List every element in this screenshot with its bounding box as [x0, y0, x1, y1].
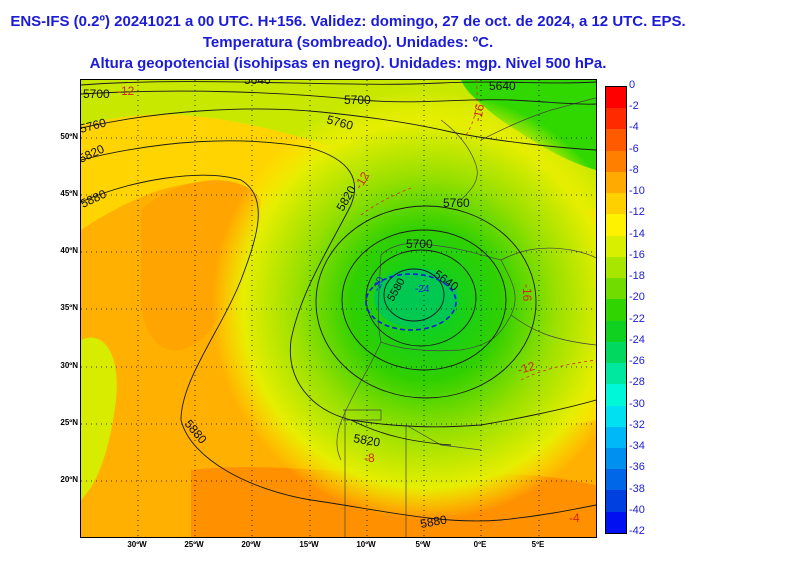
- colorbar-segment: [606, 363, 626, 385]
- temperature-colorbar: [605, 86, 627, 534]
- colorbar-segment: [606, 87, 626, 109]
- isohypse-5700-ring: [341, 229, 507, 371]
- colorbar-tick-label: -20: [629, 291, 645, 304]
- colorbar-segment: [606, 278, 626, 300]
- temperature-band-west-edge: [81, 337, 117, 500]
- colorbar-segment: [606, 193, 626, 215]
- colorbar-segment: [606, 171, 626, 194]
- colorbar-tick-label: -36: [629, 461, 645, 474]
- label-t12-se: -12: [516, 359, 537, 377]
- lon-label-15w: 15ºW: [299, 540, 319, 549]
- isohypse-5700-north: [81, 90, 596, 105]
- colorbar-tick-label: -28: [629, 376, 645, 389]
- colorbar-segment: [606, 341, 626, 364]
- title-line-1: ENS-IFS (0.2º) 20241021 a 00 UTC. H+156.…: [10, 13, 686, 30]
- label-5700-low: 5700: [406, 237, 433, 251]
- isohypse-5760-ring: [315, 205, 537, 399]
- lon-label-10w: 10ºW: [356, 540, 376, 549]
- label-5880-se: 5880: [419, 512, 448, 530]
- colorbar-segment: [606, 490, 626, 512]
- map-canvas: 5640 5640 5640 5700 5700 5700 5760 5760 …: [81, 80, 596, 537]
- colorbar-tick-label: -42: [629, 525, 645, 537]
- label-5820-s: 5820: [352, 431, 381, 449]
- label-t24: -24: [415, 284, 430, 295]
- label-t4: -4: [569, 511, 580, 525]
- colorbar-segment: [606, 384, 626, 406]
- colorbar-tick-label: -18: [629, 270, 645, 283]
- colorbar-segment: [606, 256, 626, 279]
- label-5760-n: 5760: [325, 112, 355, 133]
- lat-label-40n: 40ºN: [60, 246, 78, 255]
- colorbar-tick-label: -6: [629, 142, 639, 155]
- colorbar-segment: [606, 447, 626, 470]
- colorbar-segment: [606, 469, 626, 491]
- colorbar-segment: [606, 235, 626, 257]
- lon-label-30w: 30ºW: [127, 540, 147, 549]
- colorbar-segment: [606, 108, 626, 130]
- colorbar-segment: [606, 320, 626, 342]
- colorbar-tick-label: -22: [629, 312, 645, 325]
- colorbar-tick-label: -2: [629, 100, 639, 113]
- label-t20: -20: [371, 275, 386, 293]
- map-graticule: [81, 80, 596, 537]
- colorbar-segment: [606, 511, 626, 533]
- lat-label-30n: 30ºN: [60, 361, 78, 370]
- lon-label-0e: 0ºE: [473, 540, 487, 549]
- label-5640-ne: 5640: [489, 80, 516, 93]
- isohypse-5880-south-tail: [350, 419, 452, 446]
- isohypse-5820: [81, 140, 596, 428]
- cold-core-fill: [374, 268, 458, 328]
- lon-label-25w: 25ºW: [184, 540, 204, 549]
- lat-label-45n: 45ºN: [60, 189, 78, 198]
- title-line-3: Altura geopotencial (isohipsas en negro)…: [89, 55, 607, 72]
- isohypse-5640-north: [81, 81, 596, 86]
- lon-label-5e: 5ºE: [531, 540, 545, 549]
- isohypse-5580-ring: [383, 268, 445, 322]
- colorbar-tick-label: -16: [629, 248, 645, 261]
- colorbar-tick-label: -24: [629, 333, 645, 346]
- colorbar-segment: [606, 129, 626, 151]
- colorbar-segment: [606, 150, 626, 172]
- isohypse-5880: [81, 174, 596, 522]
- lat-label-35n: 35ºN: [60, 303, 78, 312]
- label-5700-n: 5700: [344, 93, 371, 107]
- colorbar-segment: [606, 299, 626, 321]
- colorbar-tick-label: -32: [629, 418, 645, 431]
- temperature-contour-labels: -12 -12 -12 -16 -16 -8 -4 -24 -20: [117, 84, 580, 525]
- lon-label-20w: 20ºW: [241, 540, 261, 549]
- label-5760-low: 5760: [443, 196, 470, 210]
- label-t16-e: -16: [520, 284, 534, 302]
- label-t16-n: -16: [470, 103, 487, 123]
- colorbar-tick-label: -12: [629, 206, 645, 219]
- label-t12-nw: -12: [117, 84, 135, 98]
- colorbar-tick-label: -34: [629, 440, 645, 453]
- colorbar-tick-label: -38: [629, 482, 645, 495]
- temperature-isotherms: [360, 80, 596, 381]
- title-line-2: Temperatura (sombreado). Unidades: ºC.: [202, 34, 494, 51]
- coastlines: [336, 97, 596, 537]
- label-5640-top: 5640: [244, 80, 271, 87]
- lat-label-50n: 50ºN: [60, 132, 78, 141]
- colorbar-segment: [606, 426, 626, 448]
- colorbar-tick-label: -40: [629, 503, 645, 516]
- colorbar-tick-label: 0: [629, 79, 636, 91]
- geopotential-isohypses: [81, 81, 596, 522]
- isohypse-5760-north: [81, 108, 596, 151]
- lon-label-5w: 5ºW: [415, 540, 431, 549]
- colorbar-segment: [606, 405, 626, 427]
- colorbar-tick-label: -14: [629, 227, 645, 240]
- lat-label-20n: 20ºN: [60, 475, 78, 484]
- lat-label-25n: 25ºN: [60, 418, 78, 427]
- colorbar-tick-label: -26: [629, 355, 645, 368]
- colorbar-tick-label: -4: [629, 121, 639, 134]
- label-5700-nw: 5700: [83, 87, 110, 101]
- isotherm-minus-24: [365, 273, 457, 331]
- colorbar-segment: [606, 214, 626, 236]
- colorbar-tick-label: -8: [629, 163, 639, 176]
- map-panel: 5640 5640 5640 5700 5700 5700 5760 5760 …: [80, 79, 597, 538]
- label-t8: -8: [364, 451, 375, 465]
- colorbar-tick-label: -10: [629, 185, 645, 198]
- colorbar-tick-label: -30: [629, 397, 645, 410]
